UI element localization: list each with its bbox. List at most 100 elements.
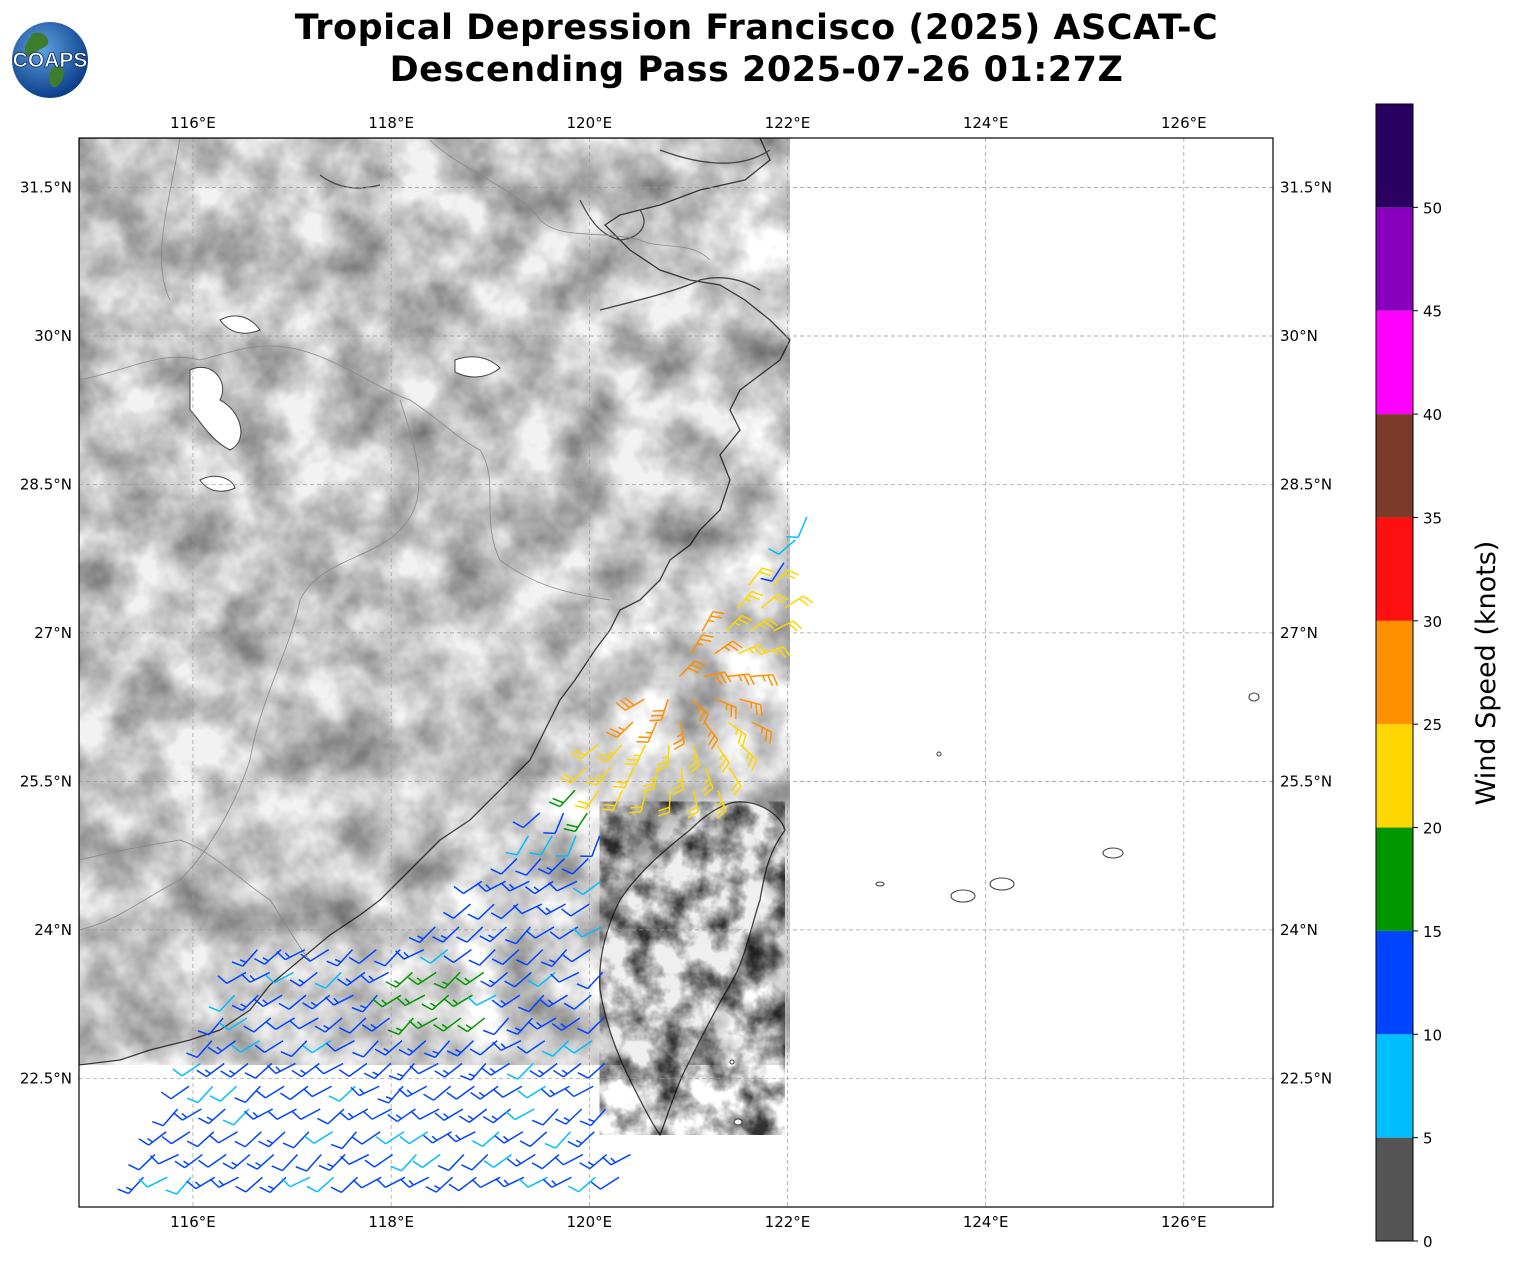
wind-barb [222,1153,251,1170]
wind-barb [739,698,763,717]
wind-barb [517,994,545,1013]
lat-tick-label-right: 22.5°N [1280,1069,1332,1087]
wind-barb [542,1176,572,1188]
wind-barb [244,1062,273,1079]
wind-barb [492,1040,522,1052]
wind-barb [253,994,283,1008]
colorbar-tick-label: 50 [1423,199,1442,217]
wind-barb [235,1176,263,1193]
wind-barb [580,835,601,858]
wind-barb [222,1108,250,1126]
ryukyu-islands [729,692,1260,1126]
wind-barb [446,1131,476,1143]
wind-barb [254,949,282,965]
wind-barb [455,971,485,986]
wind-barb [512,812,541,829]
wind-barb [207,1040,237,1055]
lon-tick-label-bottom: 116°E [170,1213,216,1231]
wind-barb [548,880,578,892]
wind-barb [372,994,402,1008]
wind-barb [564,1040,593,1054]
wind-barb [786,516,808,539]
wind-barb [554,1153,584,1166]
wind-barb [570,744,599,760]
colorbar-tick-label: 45 [1423,303,1442,321]
wind-barb [399,1131,429,1145]
wind-barb [254,1040,284,1054]
wind-barb [352,1176,382,1189]
wind-barb [688,744,701,774]
wind-barb [553,1062,582,1078]
wind-barb [517,1085,547,1099]
wind-barb [716,744,730,773]
wind-barb [186,1131,215,1148]
wind-barb [561,903,590,917]
wind-barb [412,1153,441,1169]
colorbar-segment [1376,724,1413,828]
wind-barb [568,1176,596,1193]
wind-barb [456,926,484,943]
wind-barb [641,767,659,792]
wind-barb [500,880,530,892]
wind-barb [339,1108,369,1121]
wind-barb [563,994,592,1010]
wind-barb [573,926,603,938]
wind-barb [448,1176,477,1192]
wind-barb [198,1153,227,1168]
wind-barb [314,1017,343,1033]
lat-tick-label-left: 27°N [34,624,72,642]
wind-barb [376,1176,406,1188]
wind-barb [768,539,796,555]
wind-barb [408,926,436,944]
wind-barb [531,1153,560,1170]
wind-barb [230,1040,260,1053]
wind-barb [516,1040,546,1054]
wind-barb [550,971,580,983]
wind-barb [400,1176,430,1188]
lat-tick-label-right: 28.5°N [1280,475,1332,493]
wind-barb [443,994,473,1008]
wind-barb [348,949,377,965]
wind-barb [160,1085,190,1100]
wind-barb [479,926,508,943]
wind-barb [408,971,437,986]
wind-barb [714,790,727,820]
wind-barb [419,949,449,964]
lat-tick-label-right: 30°N [1280,327,1318,345]
lon-ticks-bottom: 116°E 118°E 120°E 122°E 124°E 126°E [170,1213,1206,1231]
lat-tick-label-right: 27°N [1280,624,1318,642]
wind-barb [529,1062,558,1078]
wind-barb [220,1062,249,1078]
wind-barb [491,949,520,966]
wind-barb [536,903,566,916]
wind-barb [395,948,425,960]
wind-barb [482,1108,511,1124]
wind-barb [551,1017,581,1031]
lat-tick-label-left: 28.5°N [20,475,72,493]
wind-barb [601,1153,631,1166]
wind-barb [504,926,531,945]
wind-barb [234,1085,261,1104]
wind-barb [234,1131,262,1148]
wind-barb [281,1176,311,1188]
wind-barb [437,1154,465,1172]
wind-barb [482,1017,510,1036]
colorbar-segment [1376,414,1413,518]
chart-title-line2: Descending Pass 2025-07-26 01:27Z [389,50,1124,90]
wind-barb [314,971,342,989]
wind-barb [726,673,755,686]
wind-barb [601,789,624,811]
wind-barb [209,1085,238,1102]
wind-barb [701,610,725,632]
colorbar-segment [1376,310,1413,415]
wind-barb [197,1017,224,1036]
colorbar-label: Wind Speed (knots) [1471,541,1502,806]
wind-barb [506,1062,534,1080]
wind-barb [387,1017,414,1036]
wind-barb [516,949,544,966]
lon-tick-label-top: 118°E [368,114,414,132]
colorbar-segment [1376,517,1413,621]
wind-barb [390,1154,417,1172]
wind-barb [375,1131,405,1145]
wind-barb [525,926,555,939]
